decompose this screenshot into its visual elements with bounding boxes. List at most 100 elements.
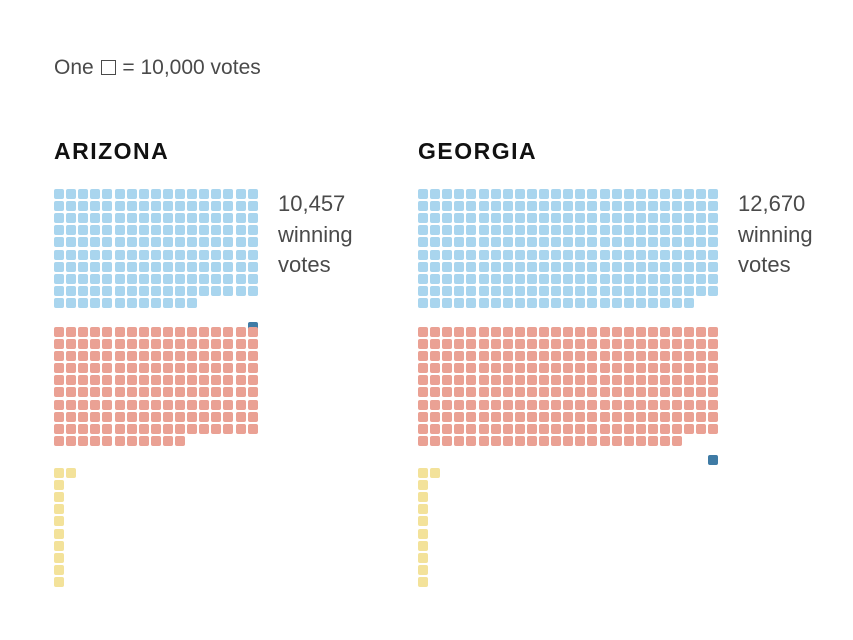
waffle-square-blue bbox=[684, 237, 695, 248]
waffle-square-red bbox=[90, 326, 101, 337]
waffle-square-red bbox=[611, 387, 622, 398]
waffle-square-blue bbox=[187, 261, 198, 272]
waffle-square-blue bbox=[54, 189, 64, 199]
waffle-square-blue bbox=[78, 225, 89, 236]
waffle-square-blue bbox=[442, 213, 453, 224]
waffle-square-red bbox=[684, 363, 695, 374]
waffle-square-red bbox=[539, 435, 549, 446]
waffle-square-red bbox=[211, 363, 222, 374]
waffle-square-blue bbox=[138, 249, 149, 260]
waffle-square-blue bbox=[175, 285, 185, 296]
waffle-square-blue bbox=[211, 213, 222, 224]
waffle-square-red bbox=[660, 423, 670, 434]
waffle-square-red bbox=[672, 326, 683, 337]
waffle-square-red bbox=[599, 375, 610, 386]
waffle-square-red bbox=[54, 411, 64, 422]
waffle-square-red bbox=[162, 339, 173, 349]
waffle-square-blue bbox=[526, 273, 537, 284]
waffle-square-blue bbox=[162, 285, 173, 296]
waffle-square-blue bbox=[187, 249, 198, 260]
waffle-square-yellow bbox=[54, 468, 64, 478]
waffle-square-blue bbox=[684, 261, 695, 272]
waffle-square-blue bbox=[418, 285, 428, 296]
waffle-square-red bbox=[430, 435, 441, 446]
waffle-square-red bbox=[635, 423, 646, 434]
waffle-square-blue bbox=[696, 213, 707, 224]
waffle-square-red bbox=[126, 423, 137, 434]
waffle-square-blue bbox=[102, 237, 113, 248]
waffle-square-blue bbox=[696, 249, 707, 260]
waffle-square-blue bbox=[599, 201, 610, 212]
waffle-square-blue bbox=[235, 201, 246, 212]
waffle-square-red bbox=[514, 435, 525, 446]
waffle-square-blue bbox=[611, 201, 622, 212]
waffle-square-red bbox=[708, 351, 719, 362]
waffle-square-red bbox=[490, 326, 501, 337]
waffle-square-red bbox=[563, 351, 574, 362]
waffle-square-blue bbox=[162, 237, 173, 248]
waffle-square-blue bbox=[696, 225, 707, 236]
waffle-square-blue bbox=[660, 249, 670, 260]
waffle-square-blue bbox=[54, 201, 64, 212]
waffle-square-red bbox=[647, 387, 658, 398]
waffle-square-blue bbox=[187, 201, 198, 212]
waffle-square-blue bbox=[126, 237, 137, 248]
waffle-square-blue bbox=[114, 297, 125, 308]
waffle-square-blue bbox=[623, 189, 634, 199]
waffle-square-red bbox=[114, 363, 125, 374]
waffle-square-blue bbox=[539, 237, 549, 248]
winning-margin-unit: votes bbox=[278, 252, 331, 277]
waffle-square-red bbox=[478, 399, 489, 410]
waffle-square-red bbox=[54, 399, 64, 410]
waffle-square-red bbox=[211, 351, 222, 362]
waffle-square-red bbox=[647, 375, 658, 386]
waffle-square-red bbox=[175, 387, 185, 398]
waffle-square-blue bbox=[430, 261, 441, 272]
waffle-square-red bbox=[54, 387, 64, 398]
waffle-square-blue bbox=[514, 285, 525, 296]
waffle-square-red bbox=[575, 387, 586, 398]
waffle-square-red bbox=[684, 411, 695, 422]
waffle-square-red bbox=[54, 435, 64, 446]
waffle-square-blue bbox=[223, 273, 234, 284]
waffle-square-red bbox=[150, 387, 161, 398]
waffle-square-red bbox=[611, 339, 622, 349]
waffle-square-blue bbox=[90, 297, 101, 308]
waffle-square-red bbox=[551, 326, 562, 337]
waffle-square-red bbox=[114, 411, 125, 422]
waffle-square-red bbox=[647, 423, 658, 434]
waffle-square-blue bbox=[684, 285, 695, 296]
waffle-square-red bbox=[211, 399, 222, 410]
waffle-square-red bbox=[526, 423, 537, 434]
waffle-square-blue bbox=[78, 261, 89, 272]
waffle-square-blue bbox=[187, 213, 198, 224]
waffle-square-red bbox=[199, 375, 210, 386]
waffle-square-blue bbox=[138, 201, 149, 212]
waffle-square-blue bbox=[78, 201, 89, 212]
waffle-square-blue bbox=[539, 273, 549, 284]
waffle-square-blue bbox=[502, 201, 513, 212]
waffle-square-blue bbox=[526, 201, 537, 212]
waffle-square-red bbox=[235, 411, 246, 422]
waffle-square-red bbox=[430, 339, 441, 349]
waffle-square-red bbox=[466, 326, 477, 337]
waffle-square-red bbox=[114, 423, 125, 434]
waffle-square-blue bbox=[430, 213, 441, 224]
waffle-square-red bbox=[199, 326, 210, 337]
waffle-square-blue bbox=[635, 213, 646, 224]
waffle-square-blue bbox=[162, 189, 173, 199]
waffle-square-blue bbox=[490, 213, 501, 224]
waffle-square-red bbox=[138, 351, 149, 362]
waffle-square-blue bbox=[223, 249, 234, 260]
waffle-square-red bbox=[78, 423, 89, 434]
waffle-square-red bbox=[539, 375, 549, 386]
waffle-square-red bbox=[672, 387, 683, 398]
waffle-square-blue bbox=[187, 297, 198, 308]
winning-margin-value: 12,670 bbox=[738, 191, 806, 216]
waffle-square-blue bbox=[647, 249, 658, 260]
waffle-square-red bbox=[66, 326, 77, 337]
waffle-square-yellow bbox=[54, 540, 64, 551]
waffle-square-red bbox=[539, 363, 549, 374]
waffle-square-blue bbox=[563, 237, 574, 248]
waffle-square-blue bbox=[418, 201, 428, 212]
